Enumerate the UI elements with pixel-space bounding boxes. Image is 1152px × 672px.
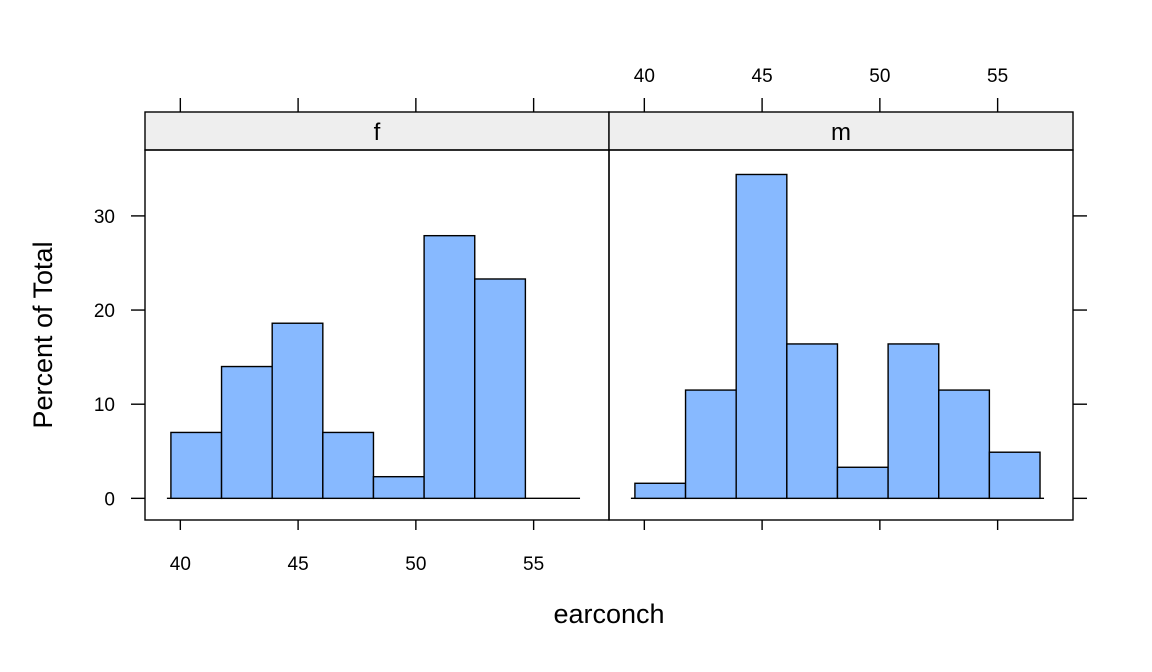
y-tick-label-10: 10 [94,395,115,416]
histogram-bar-f-4 [322,431,375,500]
histogram-bar-m-1 [634,482,687,500]
histogram-bar-m-2 [684,389,737,500]
x-tick-label-top-45: 45 [752,66,773,87]
panel-m-frame [608,149,1074,521]
x-tick-label-bottom-55: 55 [523,554,544,575]
histogram-bar-m-6 [887,343,940,500]
bars-layer [166,173,1045,500]
histogram-bar-f-2 [220,365,273,500]
strip-m [608,111,1074,151]
strip-f [144,111,610,151]
histogram-bar-m-5 [836,466,889,500]
x-tick-label-top-40: 40 [634,66,655,87]
histogram-bar-m-4 [786,343,839,500]
x-tick-label-bottom-45: 45 [288,554,309,575]
histogram-bar-f-6 [423,234,476,500]
x-axis-label: earconch [553,599,664,629]
histogram-bar-f-7 [474,278,527,500]
strip-label-m: m [831,119,851,146]
y-tick-label-0: 0 [104,489,115,510]
histogram-bar-f-5 [372,475,425,500]
ticks-layer: 40 40 45 45 50 50 55 55 0 10 20 30 [94,66,1087,575]
x-tick-label-top-55: 55 [987,66,1008,87]
histogram-bar-m-8 [988,451,1041,500]
y-axis-label: Percent of Total [28,241,58,428]
y-tick-label-30: 30 [94,207,115,228]
histogram-bar-f-1 [170,431,223,500]
y-tick-label-20: 20 [94,301,115,322]
x-tick-label-bottom-40: 40 [170,554,191,575]
strip-label-f: f [374,119,381,146]
x-tick-label-bottom-50: 50 [405,554,426,575]
histogram-bar-f-3 [271,322,324,500]
histogram-bar-m-7 [938,389,991,500]
histogram-bar-m-3 [735,173,788,500]
x-tick-label-top-50: 50 [869,66,890,87]
